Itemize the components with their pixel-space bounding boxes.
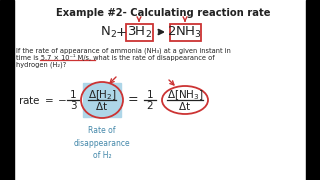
Text: 3H$_2$: 3H$_2$ <box>126 24 151 40</box>
Text: $\Delta$[NH$_3$]: $\Delta$[NH$_3$] <box>167 88 203 102</box>
Text: +: + <box>116 26 126 39</box>
Text: rate $= -$: rate $= -$ <box>18 94 67 106</box>
Bar <box>83 83 121 117</box>
Text: Rate of
disappearance
of H₂: Rate of disappearance of H₂ <box>74 126 130 160</box>
Text: 3: 3 <box>70 101 76 111</box>
Text: If the rate of appearance of ammonia (NH₃) at a given instant in: If the rate of appearance of ammonia (NH… <box>16 47 231 53</box>
Text: 1: 1 <box>147 90 153 100</box>
Text: $\Delta$t: $\Delta$t <box>179 100 191 112</box>
Text: $\Delta$t: $\Delta$t <box>95 100 108 112</box>
Text: 2: 2 <box>147 101 153 111</box>
Bar <box>0 0 14 180</box>
Text: 1: 1 <box>70 90 76 100</box>
Text: 2NH$_3$: 2NH$_3$ <box>167 24 203 40</box>
Text: time is 5.7 × 10⁻¹ M/s, what is the rate of disappearance of: time is 5.7 × 10⁻¹ M/s, what is the rate… <box>16 54 215 61</box>
Text: =: = <box>128 93 138 107</box>
Text: $\Delta$[H$_2$]: $\Delta$[H$_2$] <box>88 88 116 102</box>
Bar <box>306 0 320 180</box>
Text: N$_2$: N$_2$ <box>100 24 116 40</box>
Text: Example #2- Calculating reaction rate: Example #2- Calculating reaction rate <box>56 8 270 18</box>
Text: hydrogen (H₂)?: hydrogen (H₂)? <box>16 61 66 68</box>
